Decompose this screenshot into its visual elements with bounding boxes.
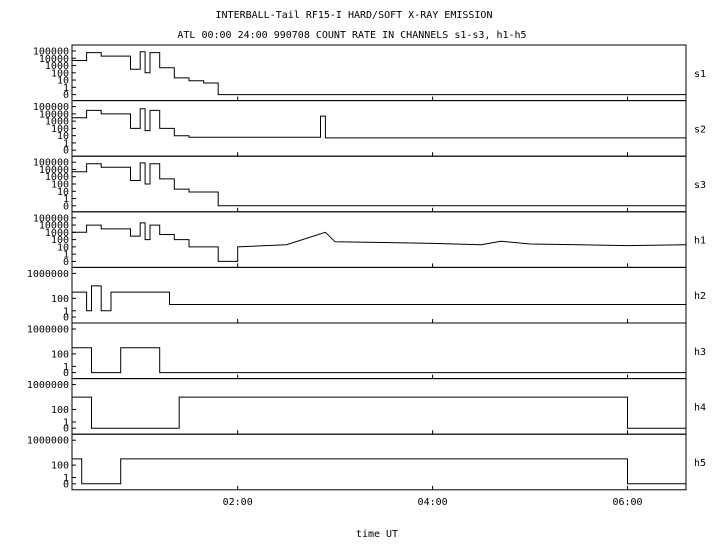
y-tick-label: 1000	[45, 117, 69, 128]
channel-label: h4	[694, 402, 706, 413]
y-tick-label: 100	[51, 68, 69, 79]
y-tick-label: 1	[63, 138, 69, 149]
channel-label: h2	[694, 291, 706, 302]
y-tick-label: 1	[63, 473, 69, 484]
series-line-h3	[72, 347, 686, 374]
y-tick-label: 1000	[45, 228, 69, 239]
channel-panels: 1000001000010001001010s11000001000010001…	[27, 44, 706, 491]
panel-frame	[71, 322, 687, 380]
chart-title: INTERBALL-Tail RF15-I HARD/SOFT X-RAY EM…	[216, 10, 493, 21]
y-tick-label: 100	[51, 180, 69, 191]
y-tick-label: 1000000	[27, 436, 69, 447]
panel-frame	[71, 44, 687, 102]
series-line-h5	[72, 458, 686, 485]
x-axis-label: time UT	[356, 529, 398, 540]
panel-frame	[71, 211, 687, 268]
y-tick-label: 1000000	[27, 325, 69, 336]
y-tick-label: 10	[57, 187, 69, 198]
channel-label: s2	[694, 124, 706, 135]
y-tick-label: 1000	[45, 61, 69, 72]
x-tick-label: 04:00	[418, 497, 448, 508]
y-tick-label: 10	[57, 242, 69, 253]
y-tick-label: 0	[63, 479, 69, 490]
y-tick-label: 100	[51, 405, 69, 416]
channel-label: s3	[694, 180, 706, 191]
y-tick-label: 100	[51, 461, 69, 472]
series-line-h4	[72, 396, 686, 429]
y-tick-label: 0	[63, 368, 69, 379]
y-tick-label: 100000	[33, 47, 69, 58]
y-tick-label: 100000	[33, 213, 69, 224]
chart-subtitle: ATL 00:00 24:00 990708 COUNT RATE IN CHA…	[177, 30, 526, 41]
y-tick-label: 1000	[45, 172, 69, 183]
series-line-h2	[72, 285, 686, 312]
series-line-h1	[72, 222, 687, 262]
y-tick-label: 100	[51, 294, 69, 305]
y-tick-label: 0	[63, 201, 69, 212]
y-tick-label: 10000	[39, 54, 69, 65]
series-line-s1	[72, 51, 686, 96]
panel-frame	[71, 378, 687, 435]
y-tick-label: 1	[63, 250, 69, 261]
y-tick-label: 10	[57, 131, 69, 142]
y-tick-label: 10000	[39, 221, 69, 232]
y-tick-label: 1	[63, 194, 69, 205]
panel-frame	[71, 266, 687, 324]
channel-label: h1	[694, 236, 706, 247]
y-tick-label: 100	[51, 124, 69, 135]
channel-label: s1	[694, 69, 706, 80]
panel-frame	[71, 433, 687, 491]
y-tick-label: 10000	[39, 109, 69, 120]
y-tick-label: 0	[63, 257, 69, 268]
y-tick-label: 1	[63, 417, 69, 428]
panel-frame	[71, 155, 687, 213]
y-tick-label: 0	[63, 90, 69, 101]
channel-label: h3	[694, 347, 706, 358]
y-tick-label: 100000	[33, 102, 69, 113]
panel-h3: 1000000 100 10 h3	[27, 322, 706, 380]
channel-label: h5	[694, 458, 706, 469]
y-tick-label: 1	[63, 362, 69, 373]
y-tick-label: 0	[63, 313, 69, 324]
time-axis: 02:00 04:00 06:00	[223, 497, 643, 508]
y-tick-label: 100000	[33, 158, 69, 169]
x-tick-label: 02:00	[223, 497, 253, 508]
y-tick-label: 100	[51, 349, 69, 360]
y-tick-label: 1	[63, 83, 69, 94]
y-tick-label: 100	[51, 235, 69, 246]
y-tick-label: 0	[63, 424, 69, 435]
y-tick-label: 1000000	[27, 269, 69, 280]
y-tick-label: 1000000	[27, 380, 69, 391]
y-tick-label: 10000	[39, 165, 69, 176]
y-tick-label: 0	[63, 146, 69, 157]
x-tick-label: 06:00	[612, 497, 642, 508]
y-tick-label: 10	[57, 76, 69, 87]
series-line-s3	[72, 162, 686, 207]
series-line-s2	[72, 108, 686, 139]
y-tick-label: 1	[63, 306, 69, 317]
